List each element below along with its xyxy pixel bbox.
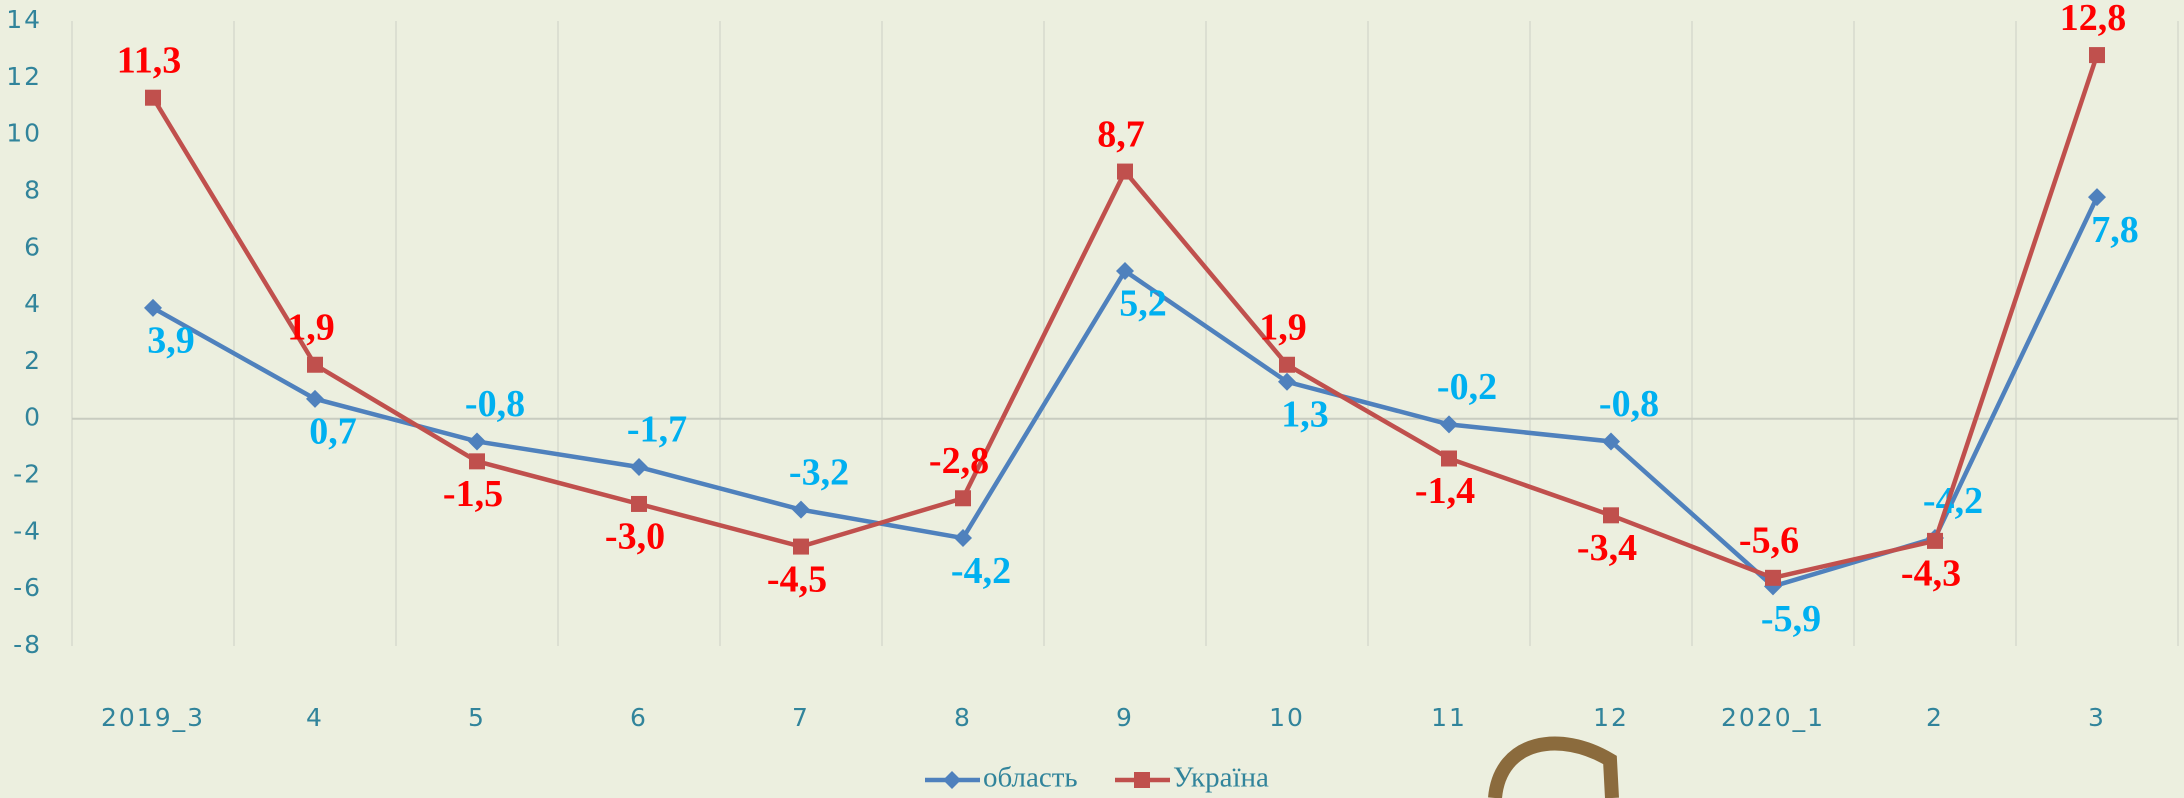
x-tick-label: 8 xyxy=(954,703,972,732)
data-label: -3,2 xyxy=(789,451,849,493)
legend-label: область xyxy=(983,762,1078,794)
data-label: 1,3 xyxy=(1281,394,1329,436)
x-tick-label: 10 xyxy=(1269,703,1305,732)
data-label: -3,0 xyxy=(605,516,665,558)
x-tick-label: 12 xyxy=(1593,703,1629,732)
data-label: -1,7 xyxy=(627,409,687,451)
x-tick-label: 7 xyxy=(792,703,810,732)
data-label: 5,2 xyxy=(1119,283,1167,325)
data-label: -2,8 xyxy=(929,440,989,482)
marker xyxy=(1765,570,1781,586)
data-label: -1,5 xyxy=(443,473,503,515)
y-tick-label: -6 xyxy=(13,573,42,602)
x-tick-label: 9 xyxy=(1116,703,1134,732)
marker xyxy=(1603,507,1619,523)
data-label: -0,8 xyxy=(1599,383,1659,425)
data-label: -5,6 xyxy=(1739,520,1799,562)
marker xyxy=(793,539,809,555)
legend-label: Україна xyxy=(1173,762,1269,794)
data-label: 1,9 xyxy=(287,306,335,348)
data-label: 7,8 xyxy=(2091,209,2139,251)
x-tick-label: 2 xyxy=(1926,703,1944,732)
data-label: 3,9 xyxy=(147,320,195,362)
data-label: 0,7 xyxy=(309,411,357,453)
marker xyxy=(1279,357,1295,373)
marker xyxy=(469,453,485,469)
x-tick-label: 4 xyxy=(306,703,324,732)
chart: -8 -6 -4 -2 0 2 4 6 8 10 12 14 2019_3 4 5 6 7 8 9 10 11 12 202… xyxy=(0,0,2184,798)
y-tick-label: 12 xyxy=(6,62,42,91)
data-label: -4,3 xyxy=(1901,553,1961,595)
data-label: 12,8 xyxy=(2060,0,2127,39)
x-tick-label: 6 xyxy=(630,703,648,732)
data-label: -4,5 xyxy=(767,558,827,600)
marker xyxy=(955,490,971,506)
data-label: -0,8 xyxy=(465,383,525,425)
x-tick-label: 5 xyxy=(468,703,486,732)
marker xyxy=(1927,533,1943,549)
marker xyxy=(631,496,647,512)
page: -8 -6 -4 -2 0 2 4 6 8 10 12 14 2019_3 4 5 6 7 8 9 10 11 12 202… xyxy=(0,0,2184,798)
data-label: -3,4 xyxy=(1577,527,1637,569)
data-label: 8,7 xyxy=(1097,113,1145,155)
legend-marker xyxy=(1134,772,1150,788)
marker xyxy=(307,357,323,373)
x-tick-label: 2019_3 xyxy=(101,703,205,732)
y-tick-label: 6 xyxy=(24,232,42,261)
y-tick-label: 14 xyxy=(6,5,42,34)
background xyxy=(0,0,2184,798)
x-tick-label: 2020_1 xyxy=(1721,703,1825,732)
data-label: -0,2 xyxy=(1437,366,1497,408)
y-tick-label: 0 xyxy=(24,403,42,432)
y-tick-label: 2 xyxy=(24,346,42,375)
marker xyxy=(145,90,161,106)
y-tick-label: -8 xyxy=(13,630,42,659)
x-tick-label: 11 xyxy=(1431,703,1467,732)
y-tick-label: -2 xyxy=(13,460,42,489)
data-label: 1,9 xyxy=(1259,306,1307,348)
data-label: -4,2 xyxy=(951,550,1011,592)
y-tick-label: 8 xyxy=(24,175,42,204)
marker xyxy=(2089,47,2105,63)
data-label: -1,4 xyxy=(1415,470,1475,512)
y-tick-label: 10 xyxy=(6,119,42,148)
data-label: 11,3 xyxy=(117,39,181,81)
data-label: -5,9 xyxy=(1761,598,1821,640)
y-tick-label: 4 xyxy=(24,289,42,318)
x-tick-label: 3 xyxy=(2088,703,2106,732)
marker xyxy=(1117,164,1133,180)
y-tick-label: -4 xyxy=(13,516,42,545)
marker xyxy=(1441,451,1457,467)
